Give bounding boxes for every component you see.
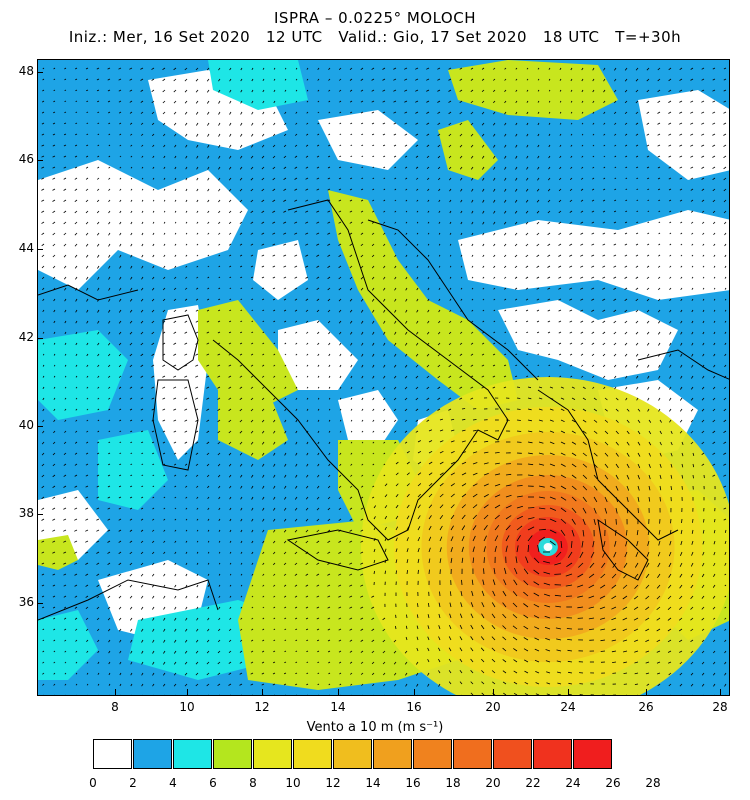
x-tick xyxy=(262,689,263,695)
y-tick-label: 38 xyxy=(18,506,34,520)
colorbar-label: 26 xyxy=(605,776,621,790)
y-tick-label: 46 xyxy=(18,152,34,166)
wind-field-svg xyxy=(38,60,729,695)
colorbar-swatch xyxy=(573,739,612,769)
legend-title: Vento a 10 m (m s⁻¹) xyxy=(306,720,444,735)
x-tick xyxy=(646,689,647,695)
colorbar-swatch xyxy=(493,739,532,769)
calm-zone xyxy=(153,305,208,460)
colorbar-swatch xyxy=(333,739,372,769)
map-title: ISPRA – 0.0225° MOLOCH xyxy=(274,9,476,27)
y-tick-label: 48 xyxy=(18,64,34,78)
x-tick xyxy=(720,689,721,695)
wind-zone-6ms xyxy=(38,610,98,680)
calm-zone xyxy=(253,240,308,300)
y-tick xyxy=(37,249,43,250)
colorbar-label: 10 xyxy=(285,776,301,790)
colorbar-label: 0 xyxy=(89,776,97,790)
y-tick-label: 42 xyxy=(18,330,34,344)
wind-zone-6ms xyxy=(208,60,308,110)
wind-zone-8ms xyxy=(328,190,518,410)
x-tick-label: 26 xyxy=(638,700,654,714)
wind-zone-6ms xyxy=(98,430,168,510)
coastlines xyxy=(38,199,729,621)
x-tick-label: 10 xyxy=(179,700,195,714)
colorbar-swatch xyxy=(293,739,332,769)
x-tick-label: 28 xyxy=(712,700,728,714)
colorbar-label: 24 xyxy=(565,776,581,790)
wind-vectors xyxy=(41,67,727,695)
x-tick-label: 12 xyxy=(254,700,270,714)
x-tick-label: 16 xyxy=(406,700,422,714)
colorbar-label: 22 xyxy=(525,776,541,790)
colorbar-swatch xyxy=(453,739,492,769)
y-tick xyxy=(37,72,43,73)
colorbar-label: 4 xyxy=(169,776,177,790)
y-tick-label: 44 xyxy=(18,241,34,255)
map-subtitle: Iniz.: Mer, 16 Set 2020 12 UTC Valid.: G… xyxy=(68,28,682,46)
y-tick-label: 36 xyxy=(18,595,34,609)
calm-zone xyxy=(38,160,248,290)
wind-zone-6ms xyxy=(38,330,128,420)
colorbar xyxy=(93,739,613,771)
colorbar-swatch xyxy=(413,739,452,769)
colorbar-swatch xyxy=(213,739,252,769)
colorbar-swatch xyxy=(253,739,292,769)
colorbar-label: 12 xyxy=(325,776,341,790)
x-tick-label: 24 xyxy=(560,700,576,714)
y-tick xyxy=(37,160,43,161)
y-tick xyxy=(37,426,43,427)
colorbar-label: 16 xyxy=(405,776,421,790)
colorbar-swatch xyxy=(533,739,572,769)
colorbar-label: 18 xyxy=(445,776,461,790)
x-tick xyxy=(568,689,569,695)
colorbar-label: 2 xyxy=(129,776,137,790)
colorbar-label: 20 xyxy=(485,776,501,790)
calm-zone xyxy=(638,90,729,180)
colorbar-swatch xyxy=(373,739,412,769)
x-tick xyxy=(115,689,116,695)
wind-zone-8ms xyxy=(438,120,498,180)
x-tick xyxy=(414,689,415,695)
y-tick xyxy=(37,338,43,339)
x-tick xyxy=(187,689,188,695)
y-tick-label: 40 xyxy=(18,418,34,432)
wind-zone-8ms xyxy=(448,60,618,120)
colorbar-label: 14 xyxy=(365,776,381,790)
wind-map[interactable] xyxy=(37,59,730,696)
colorbar-label: 6 xyxy=(209,776,217,790)
y-tick xyxy=(37,603,43,604)
colorbar-swatch xyxy=(133,739,172,769)
colorbar-swatch xyxy=(93,739,132,769)
x-tick-label: 20 xyxy=(485,700,501,714)
x-tick xyxy=(493,689,494,695)
calm-zone xyxy=(318,110,418,170)
x-tick-label: 8 xyxy=(111,700,119,714)
wind-zone-8ms xyxy=(38,535,78,570)
cyclone-ring xyxy=(543,543,553,551)
x-tick xyxy=(338,689,339,695)
colorbar-label: 28 xyxy=(645,776,661,790)
y-tick xyxy=(37,514,43,515)
colorbar-swatch xyxy=(173,739,212,769)
calm-zone xyxy=(338,390,398,450)
colorbar-label: 8 xyxy=(249,776,257,790)
calm-zone xyxy=(498,300,678,380)
x-tick-label: 14 xyxy=(330,700,346,714)
